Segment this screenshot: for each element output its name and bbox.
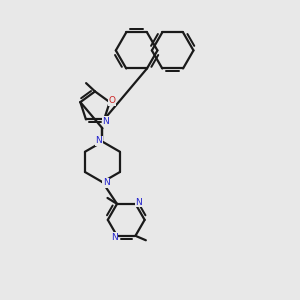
- Text: N: N: [95, 136, 102, 145]
- Text: N: N: [135, 198, 142, 207]
- Text: N: N: [102, 117, 109, 126]
- Text: N: N: [103, 178, 110, 188]
- Text: O: O: [108, 96, 115, 105]
- Text: N: N: [111, 233, 117, 242]
